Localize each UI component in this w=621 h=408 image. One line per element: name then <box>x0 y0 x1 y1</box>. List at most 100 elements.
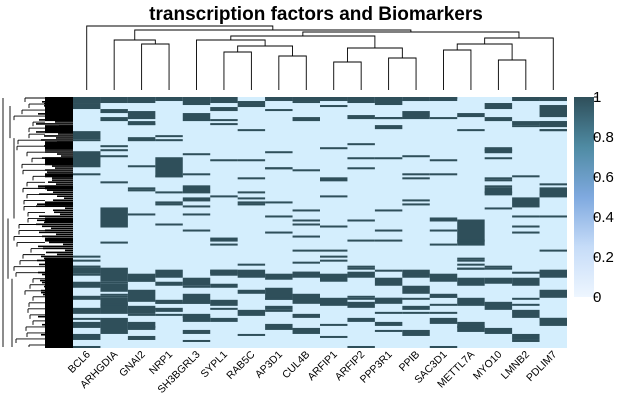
row-cluster-mark <box>45 125 73 134</box>
heatmap-cell <box>73 295 101 300</box>
heatmap-cell <box>182 339 211 342</box>
heatmap-cell <box>73 151 101 168</box>
heatmap-cell <box>73 259 101 262</box>
heatmap-cell <box>210 195 238 198</box>
heatmap-cell <box>210 317 238 322</box>
heatmap-cell <box>457 297 485 306</box>
heatmap-cell <box>100 293 128 296</box>
row-cluster-mark <box>57 253 73 256</box>
heatmap-cell <box>374 297 403 300</box>
heatmap-cell <box>512 197 540 208</box>
heatmap-cell <box>73 267 101 274</box>
heatmap-cell <box>182 197 211 202</box>
column-dendrogram-branch <box>443 49 472 90</box>
row-cluster-mark <box>45 237 73 242</box>
heatmap-cell <box>429 159 458 162</box>
heatmap-cell <box>457 325 485 328</box>
heatmap-cell <box>237 159 266 162</box>
row-cluster-mark <box>46 251 73 254</box>
heatmap-cell <box>539 317 567 320</box>
heatmap-cell <box>484 267 513 270</box>
heatmap-cell <box>265 201 293 204</box>
heatmap-cell <box>237 197 266 200</box>
row-cluster-mark <box>41 139 73 141</box>
heatmap-cell <box>127 187 156 190</box>
column-label: RAB5C <box>224 348 258 382</box>
heatmap-cell <box>73 173 101 176</box>
heatmap-cell <box>457 113 485 118</box>
heatmap-cell <box>127 213 156 216</box>
heatmap-cell <box>292 271 320 278</box>
heatmap-cell <box>484 185 513 188</box>
heatmap-cell <box>320 255 348 258</box>
row-cluster-mark <box>54 211 73 214</box>
heatmap-cell <box>512 97 540 102</box>
heatmap-cell <box>210 119 238 122</box>
row-cluster-mark <box>53 191 73 193</box>
column-dendrogram-branch <box>196 39 266 90</box>
heatmap-cell <box>347 271 375 278</box>
heatmap-cell <box>100 283 128 292</box>
row-cluster-mark <box>53 199 73 202</box>
heatmap-cell <box>210 307 238 310</box>
heatmap-cell <box>347 157 375 160</box>
heatmap-cell <box>100 145 128 148</box>
heatmap-cell <box>182 153 211 156</box>
heatmap-cell <box>484 327 513 334</box>
heatmap-cell <box>210 299 238 306</box>
heatmap-cell <box>100 109 128 114</box>
column-dendrogram-branch <box>484 37 554 90</box>
heatmap-cell <box>237 191 266 194</box>
heatmap-cell <box>374 97 403 106</box>
heatmap-cell <box>155 139 183 142</box>
row-cluster-mark <box>56 183 73 185</box>
heatmap-cell <box>402 99 430 102</box>
heatmap-cell <box>265 215 293 218</box>
heatmap-cell <box>127 189 156 192</box>
row-cluster-mark <box>65 249 73 252</box>
heatmap-cell <box>429 229 458 232</box>
colorbar-tick-label: 1 <box>593 89 601 106</box>
heatmap-cell <box>265 109 293 112</box>
heatmap-cell <box>374 277 403 286</box>
colorbar-tick-label: 0.4 <box>593 209 614 226</box>
heatmap-cell <box>347 297 375 300</box>
heatmap-cell <box>127 111 156 120</box>
heatmap-cell <box>100 149 128 152</box>
heatmap-cell <box>512 297 540 300</box>
row-cluster-mark <box>36 123 73 125</box>
heatmap-cell <box>210 159 238 162</box>
row-cluster-mark <box>57 153 73 155</box>
heatmap-cell <box>457 219 485 222</box>
heatmap-cell <box>127 335 156 340</box>
heatmap-cell <box>73 317 101 320</box>
heatmap-background <box>73 97 567 348</box>
heatmap-cell <box>484 103 513 110</box>
heatmap-cell <box>100 303 128 306</box>
heatmap-cell <box>100 295 128 298</box>
heatmap-cell <box>100 117 128 122</box>
heatmap-cell <box>292 313 320 318</box>
heatmap-cell <box>512 277 540 286</box>
heatmap-cell <box>237 269 266 278</box>
row-cluster-mark <box>41 255 73 258</box>
heatmap-cell <box>127 325 156 328</box>
heatmap-cell <box>484 149 513 152</box>
heatmap-cell <box>210 97 238 104</box>
row-cluster-mark <box>65 207 73 210</box>
heatmap-cell <box>210 107 238 112</box>
heatmap-cell <box>374 269 403 272</box>
chart-title: transcription factors and Biomarkers <box>149 4 483 25</box>
column-dendrogram-branch <box>302 31 520 38</box>
heatmap-cell <box>539 97 567 100</box>
heatmap-cell <box>484 277 513 284</box>
heatmap-cell <box>292 261 320 264</box>
heatmap-cell <box>237 289 266 294</box>
row-cluster-mark <box>45 229 73 232</box>
heatmap-cell <box>292 271 320 274</box>
row-cluster-mark <box>42 235 73 238</box>
row-cluster-mark <box>43 247 73 250</box>
heatmap-cell <box>182 205 211 208</box>
heatmap-cell <box>265 231 293 234</box>
